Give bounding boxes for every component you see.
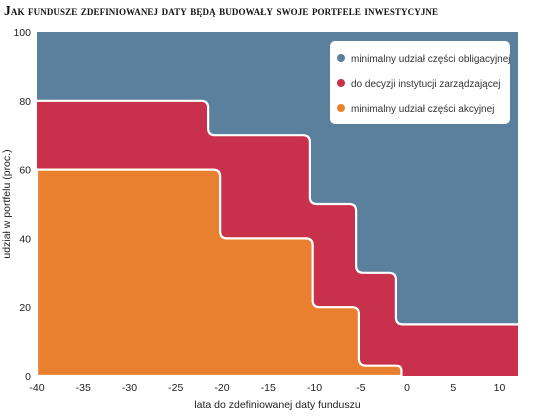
- x-tick-label: 5: [450, 382, 456, 394]
- x-tick-label: 0: [404, 382, 410, 394]
- legend-box: [330, 41, 510, 124]
- x-tick-label: -30: [122, 382, 137, 394]
- x-tick-label: -15: [261, 382, 276, 394]
- x-tick-label: 10: [494, 382, 506, 394]
- legend-label: do decyzji instytucji zarządzającej: [351, 79, 501, 90]
- legend-marker: [337, 54, 345, 62]
- x-tick-label: -35: [76, 382, 91, 394]
- chart-title: Jak fundusze zdefiniowanej daty będą bud…: [4, 3, 439, 18]
- y-tick-label: 100: [13, 27, 31, 39]
- y-tick-label: 80: [19, 96, 31, 108]
- y-tick-label: 40: [19, 233, 31, 245]
- x-tick-label: -25: [168, 382, 183, 394]
- equity-area: [35, 168, 403, 378]
- legend-label: minimalny udział części obligacyjnej: [351, 54, 511, 65]
- legend-marker: [337, 79, 345, 87]
- y-tick-label: 0: [25, 371, 31, 383]
- x-tick-label: -10: [307, 382, 322, 394]
- legend-label: minimalny udział części akcyjnej: [351, 104, 494, 115]
- x-tick-label: -40: [29, 382, 44, 394]
- x-tick-label: -5: [356, 382, 365, 394]
- x-axis-label: lata do zdefiniowanej daty funduszu: [194, 399, 361, 411]
- y-axis-label: udział w portfelu (proc.): [1, 149, 13, 258]
- legend-marker: [337, 104, 345, 112]
- x-tick-label: -20: [214, 382, 229, 394]
- manager-boundary: [37, 99, 518, 326]
- y-tick-label: 20: [19, 302, 31, 314]
- y-tick-label: 60: [19, 165, 31, 177]
